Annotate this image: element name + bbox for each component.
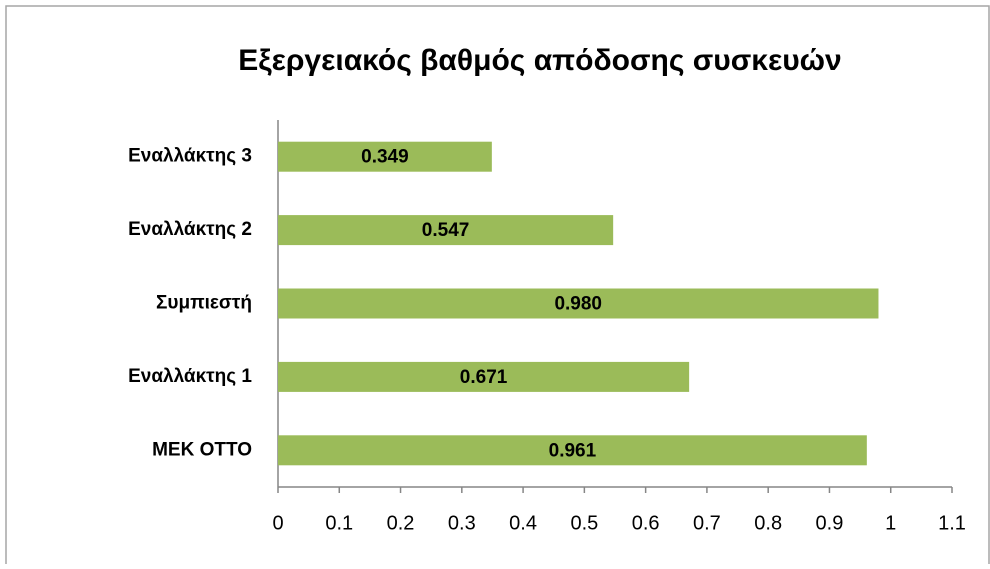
chart-title: Εξεργειακός βαθμός απόδοσης συσκευών	[238, 44, 841, 77]
bar	[278, 435, 867, 466]
value-label: 0.980	[554, 294, 602, 315]
chart-frame	[5, 5, 990, 569]
x-tick-label: 0	[272, 512, 283, 534]
x-tick-label: 0.8	[754, 512, 782, 534]
x-tick-label: 1.1	[938, 512, 966, 534]
y-tick-label: Εναλλάκτης 3	[128, 146, 252, 167]
value-label: 0.547	[422, 220, 470, 241]
x-tick-label: 1	[885, 512, 896, 534]
x-tick-label: 0.1	[325, 512, 353, 534]
bar	[278, 361, 690, 392]
value-label: 0.671	[460, 367, 508, 388]
bar	[278, 141, 492, 172]
x-tick-label: 0.7	[693, 512, 721, 534]
value-label: 0.349	[361, 147, 409, 168]
bar	[278, 215, 614, 246]
x-tick-label: 0.2	[387, 512, 415, 534]
x-tick-label: 0.9	[816, 512, 844, 534]
bar	[278, 288, 879, 319]
y-tick-label: Εναλλάκτης 1	[128, 366, 252, 387]
y-tick-label: ΜΕΚ ΟΤΤΟ	[152, 439, 252, 460]
x-tick-label: 0.5	[570, 512, 598, 534]
y-tick-label: Συμπιεστή	[156, 293, 252, 314]
x-tick-label: 0.6	[632, 512, 660, 534]
x-tick-label: 0.4	[509, 512, 537, 534]
y-tick-label: Εναλλάκτης 2	[128, 219, 252, 240]
value-label: 0.961	[549, 440, 597, 461]
x-tick-label: 0.3	[448, 512, 476, 534]
